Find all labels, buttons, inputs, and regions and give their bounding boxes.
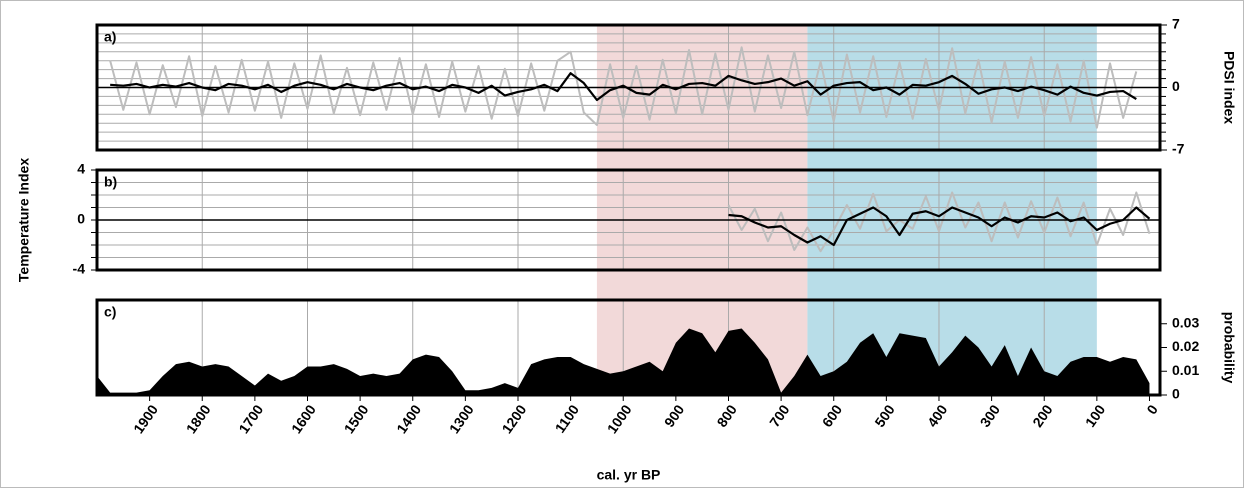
y-tick-label: 4 — [77, 161, 85, 177]
panel-border — [95, 168, 1162, 272]
series-line — [727, 191, 1151, 253]
y-tick-label: 0 — [1172, 78, 1180, 94]
panel-border — [95, 23, 1162, 152]
y-tick-label: -4 — [73, 261, 86, 277]
y-tick-label: 0 — [77, 211, 85, 227]
y-tick-label: 0.02 — [1172, 338, 1199, 354]
y-axis-label: Temperature Index — [16, 158, 32, 282]
y-tick-label: -7 — [1172, 141, 1185, 157]
series-line — [728, 206, 1151, 247]
panel-border — [95, 298, 1162, 397]
y-axis-label: probability — [1221, 312, 1237, 384]
panel-label: a) — [104, 29, 116, 45]
series-line — [110, 72, 1137, 102]
x-axis-label: cal. yr BP — [597, 467, 661, 483]
y-tick-label: 7 — [1172, 16, 1180, 32]
y-tick-label: 0.03 — [1172, 314, 1199, 330]
series-line — [109, 46, 1138, 129]
y-axis-label: PDSI index — [1221, 51, 1237, 124]
panel-label: c) — [104, 304, 116, 320]
y-tick-label: 0 — [1172, 386, 1180, 402]
y-tick-label: 0.01 — [1172, 362, 1199, 378]
area — [97, 328, 1150, 395]
highlight — [807, 25, 1097, 395]
panel-label: b) — [104, 174, 117, 190]
